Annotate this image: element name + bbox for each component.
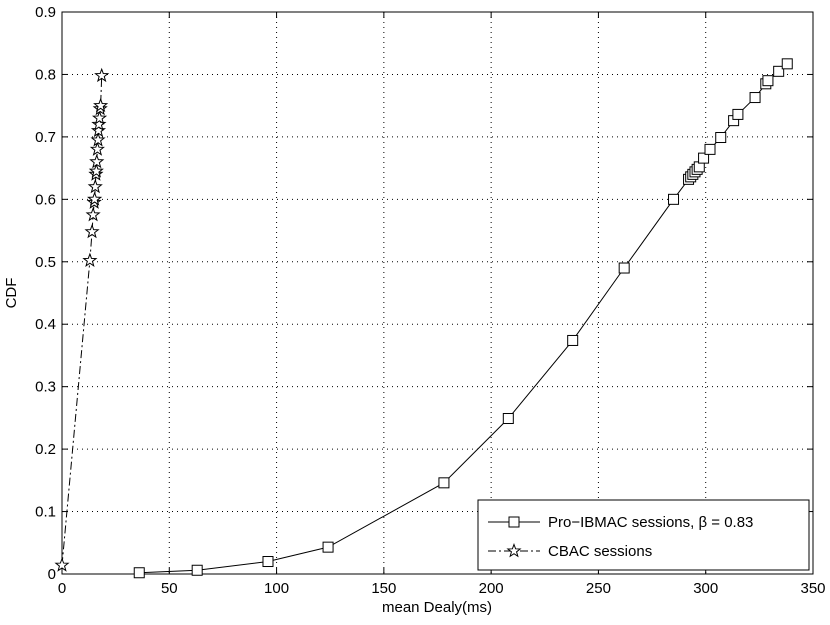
legend-marker <box>508 516 520 528</box>
data-point <box>87 191 103 206</box>
data-point <box>567 334 579 346</box>
x-tick-label: 200 <box>479 580 504 597</box>
series-line <box>139 63 788 574</box>
data-point <box>668 193 680 205</box>
y-tick-label: 0.9 <box>35 4 56 21</box>
data-point <box>90 132 106 147</box>
x-tick-label: 150 <box>371 580 396 597</box>
x-tick-label: 300 <box>693 580 718 597</box>
x-tick-label: 0 <box>58 580 66 597</box>
x-axis-title: mean Dealy(ms) <box>382 599 492 616</box>
data-point <box>762 75 774 87</box>
legend-label-pro-ibmac: Pro−IBMAC sessions, β = 0.83 <box>548 514 753 531</box>
data-point <box>54 557 70 572</box>
plot-frame <box>61 11 814 575</box>
grid <box>62 12 813 574</box>
data-point <box>90 122 107 138</box>
data-point <box>93 97 109 113</box>
series-0 <box>133 58 793 579</box>
data-point <box>82 252 98 267</box>
y-tick-label: 0.4 <box>35 316 56 333</box>
legend-entry-pro-ibmac <box>488 516 540 528</box>
data-point <box>87 178 103 194</box>
y-tick-label: 0.8 <box>35 66 56 83</box>
y-tick-label: 0.1 <box>35 504 56 521</box>
legend-box <box>477 499 810 571</box>
data-point <box>618 262 630 274</box>
data-point <box>262 556 274 568</box>
data-point <box>89 153 105 169</box>
data-point <box>133 567 145 579</box>
y-tick-label: 0 <box>48 566 56 583</box>
data-point <box>438 477 450 489</box>
data-point <box>502 413 514 425</box>
data-point <box>85 206 101 222</box>
data-point <box>749 92 761 104</box>
y-tick-label: 0.7 <box>35 129 56 146</box>
legend-label-cbac: CBAC sessions <box>548 543 652 560</box>
y-tick-label: 0.6 <box>35 191 56 208</box>
data-point <box>88 163 104 178</box>
data-point <box>715 132 727 144</box>
legend-entry-cbac <box>488 543 540 558</box>
x-tick-label: 350 <box>800 580 825 597</box>
data-point <box>94 67 110 83</box>
data-point <box>191 564 203 576</box>
data-point <box>781 58 793 70</box>
legend-marker <box>506 543 522 558</box>
y-tick-label: 0.5 <box>35 254 56 271</box>
y-tick-label: 0.2 <box>35 441 56 458</box>
data-point <box>91 110 108 125</box>
data-point <box>732 108 744 120</box>
x-tick-label: 50 <box>161 580 178 597</box>
data-point <box>698 152 710 164</box>
data-point <box>704 143 716 155</box>
legend: Pro−IBMAC sessions, β = 0.83 CBAC sessio… <box>477 499 810 571</box>
series-layer <box>54 58 793 579</box>
series-1 <box>54 67 110 572</box>
data-point <box>773 65 785 77</box>
y-tick-label: 0.3 <box>35 379 56 396</box>
ticks: 0 50 100 150 200 250 300 350 0 0.1 0.2 0.3 0.4 0.5 0.6… <box>35 4 825 597</box>
data-point <box>84 223 100 239</box>
y-axis-title: CDF <box>3 278 20 309</box>
data-point <box>322 541 334 553</box>
x-tick-label: 250 <box>586 580 611 597</box>
x-tick-label: 100 <box>264 580 289 597</box>
data-point <box>89 141 105 156</box>
